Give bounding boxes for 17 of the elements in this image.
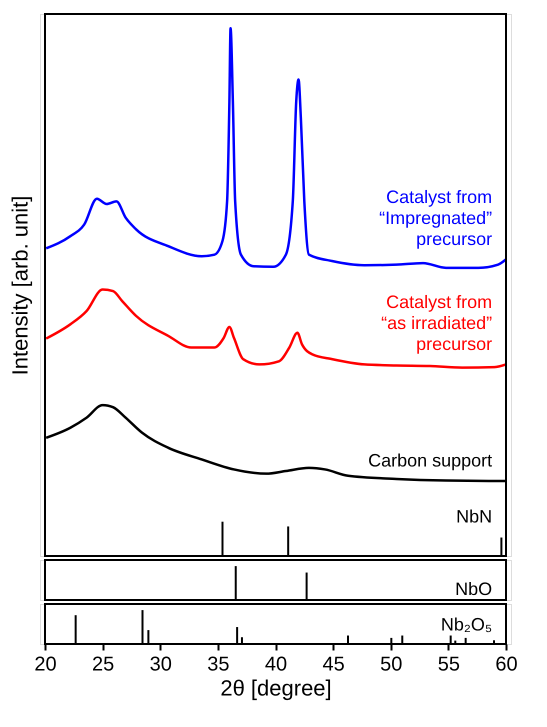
x-tick-label: 40 (264, 654, 288, 676)
x-tick-label: 45 (322, 654, 345, 676)
x-tick-label: 55 (438, 654, 460, 676)
series-label: NbN (456, 506, 492, 527)
x-tick-label: 30 (150, 654, 172, 676)
x-tick-label: 35 (207, 654, 230, 676)
series-label: Catalyst from “as irradiated” precursor (381, 292, 492, 354)
x-tick-label: 20 (34, 654, 57, 676)
x-tick-label: 25 (92, 654, 114, 676)
x-tick-label: 60 (495, 654, 518, 676)
y-axis-title: Intensity [arb. unit] (8, 196, 32, 376)
text: NbO (455, 579, 492, 600)
x-axis-title: 2θ [degree] (220, 676, 332, 700)
series-label: Catalyst from “Impregnated” precursor (379, 186, 492, 249)
series-label: Nb₂O₅ (440, 614, 492, 635)
series-label: Carbon support (368, 450, 492, 471)
x-tick-label: 50 (380, 654, 402, 676)
